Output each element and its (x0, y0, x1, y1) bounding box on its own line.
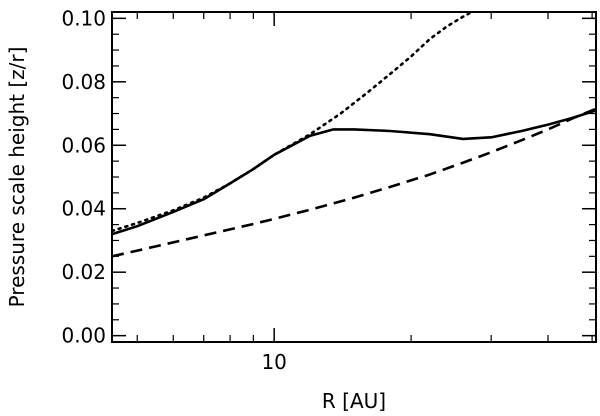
tick-labels: 0.00 0.02 0.04 0.06 0.08 0.10 10 (61, 6, 286, 374)
y-tick-label: 0.00 (61, 324, 106, 348)
series-line-dotted (112, 12, 475, 233)
x-axis-label: R [AU] (322, 389, 386, 413)
y-tick-label: 0.02 (61, 260, 106, 284)
y-tick-label: 0.06 (61, 133, 106, 157)
plot-frame (111, 11, 597, 343)
y-tick-label: 0.04 (61, 197, 106, 221)
y-axis-label: Pressure scale height [z/r] (5, 47, 29, 308)
axis-ticks (112, 12, 596, 342)
y-tick-label: 0.10 (61, 6, 106, 30)
y-tick-label: 0.08 (61, 70, 106, 94)
x-tick-label: 10 (261, 350, 286, 374)
series-layer (112, 12, 596, 258)
series-line-dashed (112, 107, 596, 258)
series-line-solid (112, 109, 596, 236)
